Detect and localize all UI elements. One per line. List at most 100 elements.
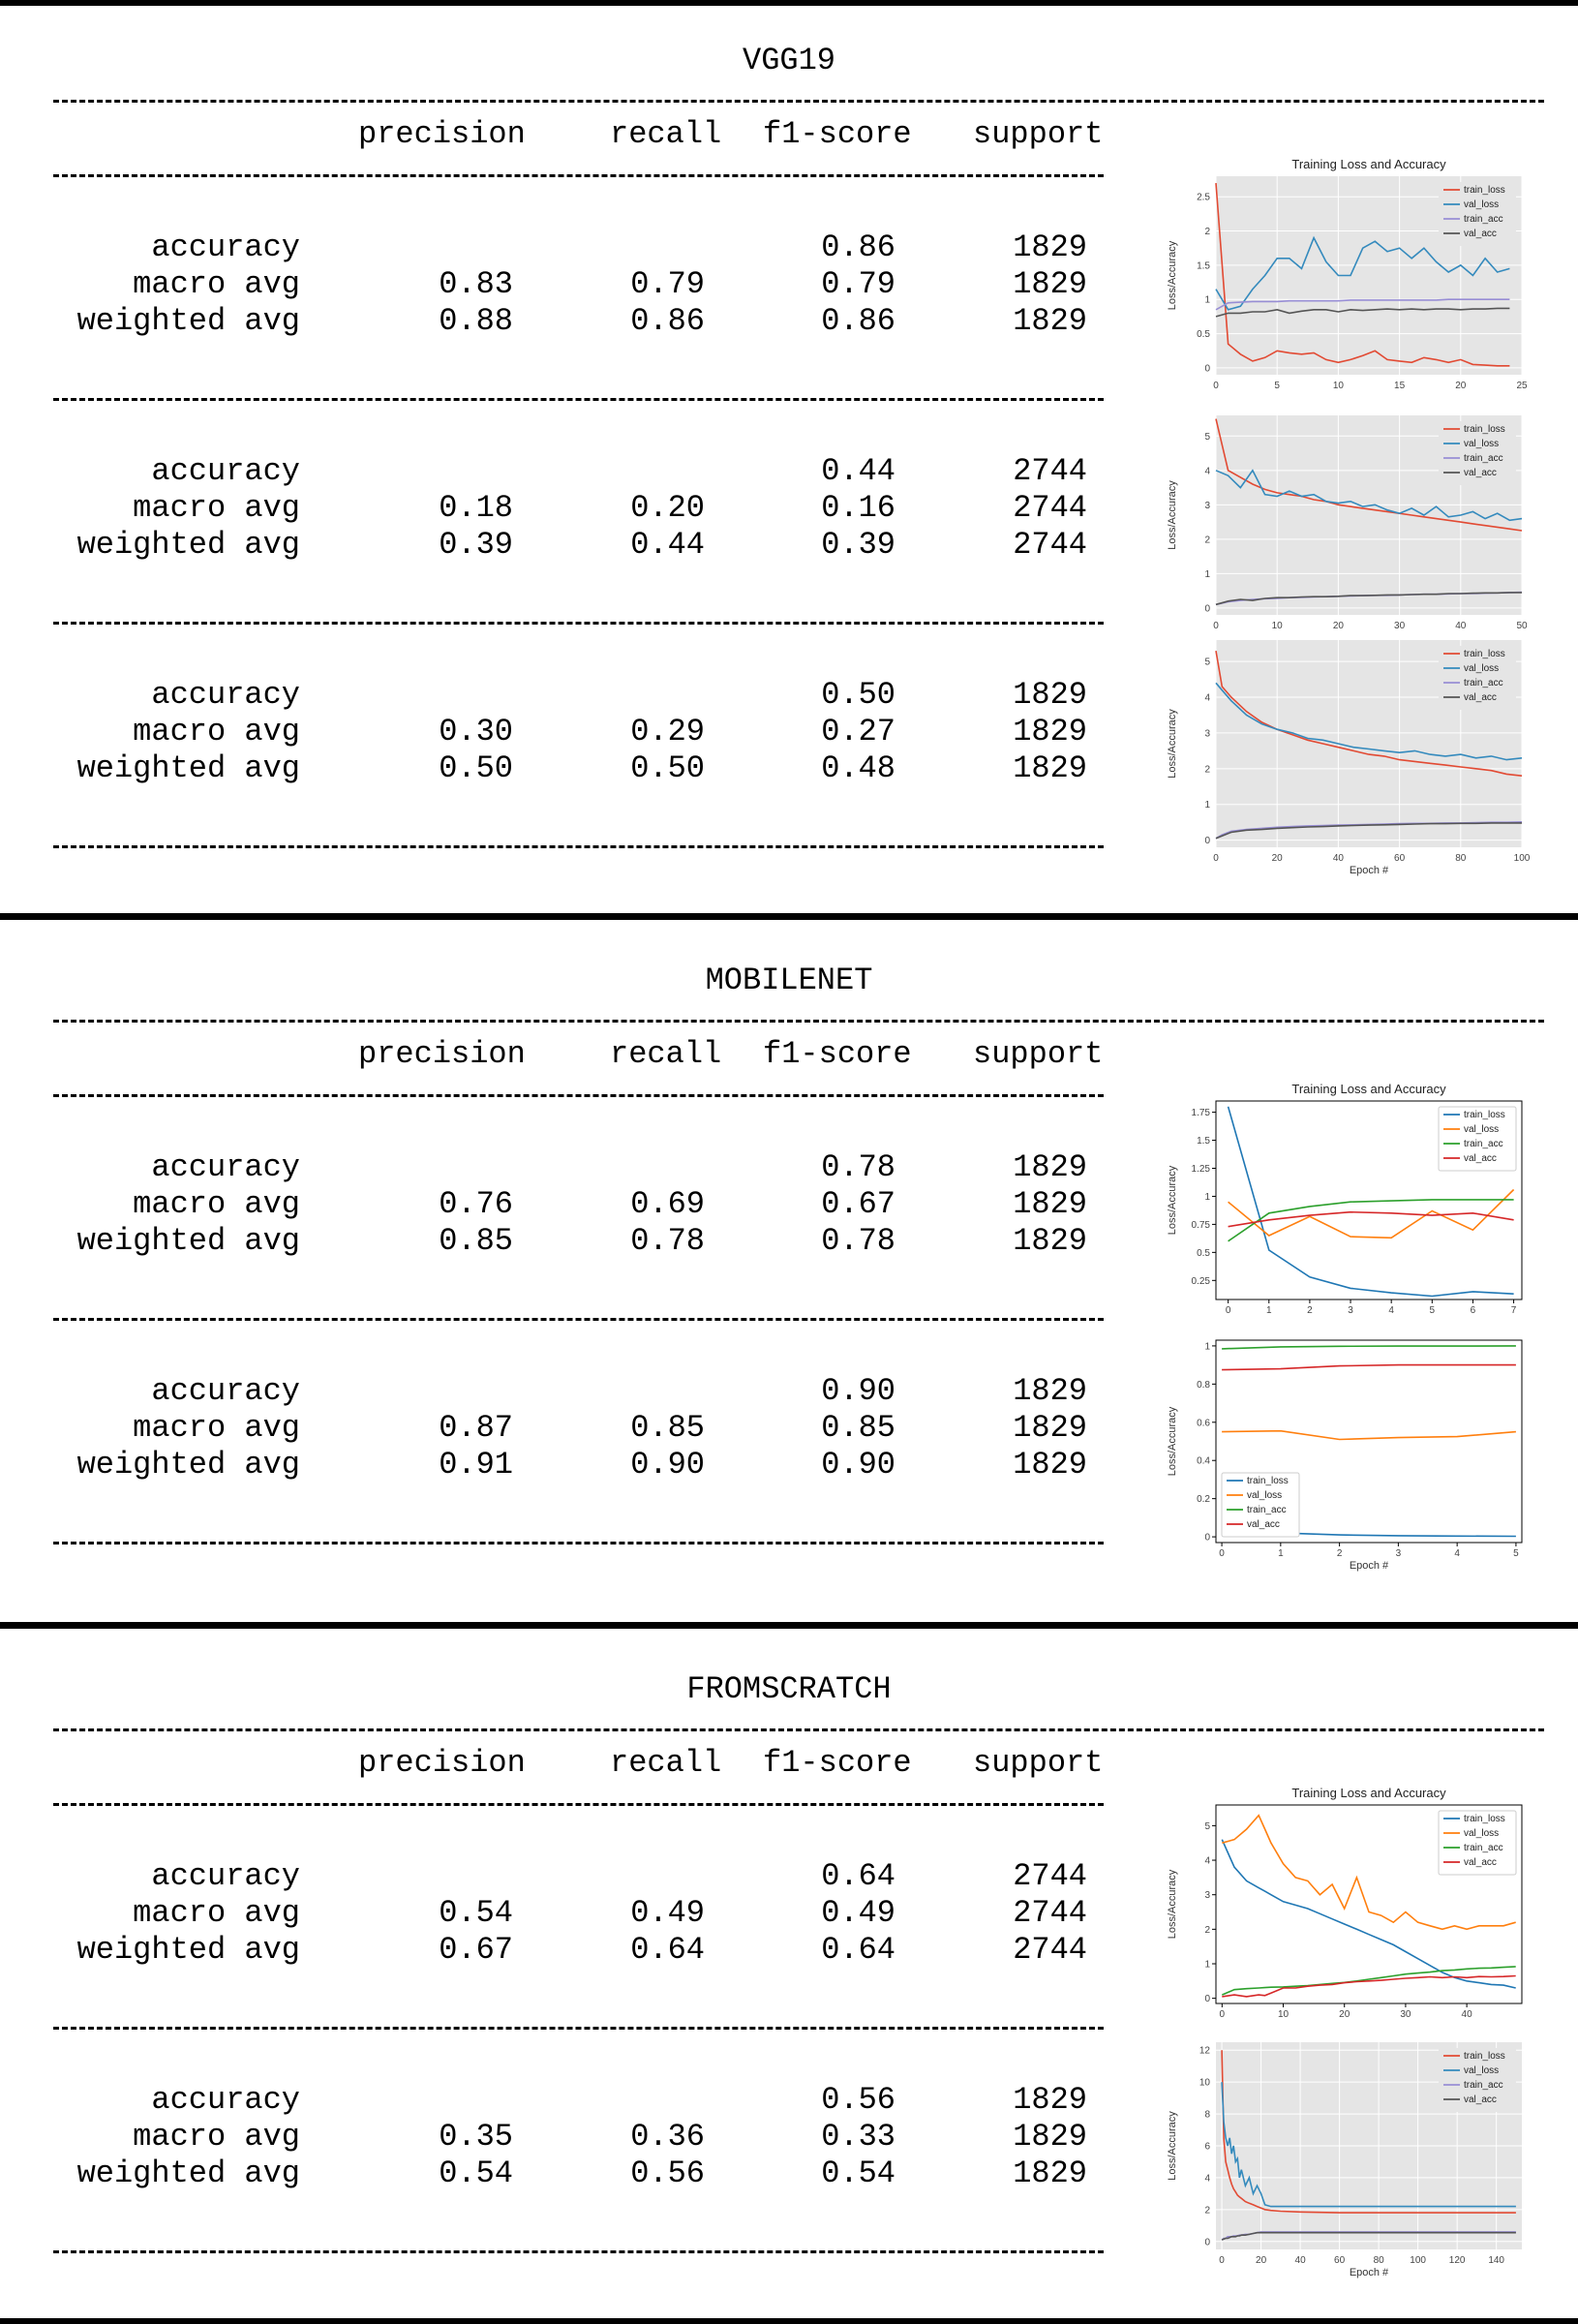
training-chart: 0 1 2 3 4 5 0 0.2 0.4 0.6 0.8 1 Loss/Accuracy Epoch #… xyxy=(1167,1339,1523,1572)
cell-f1: 0.85 xyxy=(821,1410,895,1446)
legend-box xyxy=(1221,1472,1300,1538)
y-tick-label: 1.5 xyxy=(1197,260,1210,271)
row-label: accuracy xyxy=(151,677,300,713)
cell-f1: 0.79 xyxy=(821,266,895,302)
cell-recall: 0.49 xyxy=(630,1895,705,1931)
cell-support: 2744 xyxy=(1013,453,1087,489)
series-val_loss xyxy=(1215,469,1523,522)
y-tick-label: 0.5 xyxy=(1197,1248,1210,1259)
dashed-rule xyxy=(53,100,1544,103)
training-chart: Training Loss and Accuracy 0 5 10 15 20 25 0 0.5… xyxy=(1167,157,1528,391)
x-tick-label: 140 xyxy=(1488,2255,1504,2266)
x-tick-label: 2 xyxy=(1337,1548,1343,1559)
cell-recall: 0.85 xyxy=(630,1410,705,1446)
series-train_loss xyxy=(1227,1106,1514,1298)
x-tick-label: 40 xyxy=(1462,2009,1473,2020)
cell-f1: 0.78 xyxy=(821,1223,895,1259)
y-tick-label: 6 xyxy=(1204,2142,1210,2153)
bottom-border xyxy=(0,2318,1578,2324)
legend-label: val_loss xyxy=(1247,1490,1282,1501)
cell-support: 1829 xyxy=(1013,1223,1087,1259)
chart-title: Training Loss and Accuracy xyxy=(1291,157,1446,171)
y-axis-label: Loss/Accuracy xyxy=(1167,1165,1178,1235)
x-tick-label: 0 xyxy=(1219,1548,1225,1559)
row-label: macro avg xyxy=(133,1410,300,1446)
cell-precision: 0.18 xyxy=(439,490,513,526)
legend-label: train_loss xyxy=(1464,649,1505,659)
cell-support: 1829 xyxy=(1013,677,1087,713)
y-tick-label: 1.25 xyxy=(1192,1164,1211,1175)
top-border xyxy=(0,0,1578,6)
series-train_loss xyxy=(1215,183,1510,367)
cell-recall: 0.86 xyxy=(630,303,705,339)
x-tick-label: 60 xyxy=(1394,853,1406,864)
x-tick-label: 10 xyxy=(1278,2009,1290,2020)
legend-label: val_loss xyxy=(1464,2065,1499,2076)
y-tick-label: 0 xyxy=(1204,1533,1210,1544)
cell-support: 2744 xyxy=(1013,527,1087,563)
y-tick-label: 2 xyxy=(1204,764,1210,775)
x-tick-label: 0 xyxy=(1226,1305,1231,1316)
legend-label: val_loss xyxy=(1464,1124,1499,1135)
cell-f1: 0.86 xyxy=(821,303,895,339)
x-tick-label: 100 xyxy=(1514,853,1530,864)
dashed-rule xyxy=(53,622,1104,625)
series-train_acc xyxy=(1222,1345,1516,1350)
legend-box xyxy=(1439,646,1516,710)
training-chart: Training Loss and Accuracy 0 1 2 3 4 5 6 7 0.25 0.… xyxy=(1167,1082,1523,1316)
legend-label: train_acc xyxy=(1464,2080,1503,2091)
row-label: macro avg xyxy=(133,2119,300,2155)
cell-f1: 0.64 xyxy=(821,1932,895,1968)
x-tick-label: 60 xyxy=(1334,2255,1346,2266)
row-label: accuracy xyxy=(151,2082,300,2118)
row-label: weighted avg xyxy=(76,303,300,339)
legend-label: val_loss xyxy=(1464,1828,1499,1839)
y-tick-label: 2 xyxy=(1204,1925,1210,1936)
row-label: weighted avg xyxy=(76,1223,300,1259)
cell-support: 1829 xyxy=(1013,1410,1087,1446)
x-tick-label: 40 xyxy=(1295,2255,1307,2266)
y-tick-label: 0.4 xyxy=(1197,1456,1210,1467)
chart-title: Training Loss and Accuracy xyxy=(1291,1082,1446,1096)
section-title: VGG19 xyxy=(742,43,835,78)
legend-label: val_acc xyxy=(1464,229,1497,239)
y-tick-label: 1 xyxy=(1204,1341,1210,1352)
x-tick-label: 10 xyxy=(1333,381,1345,391)
series-train_loss xyxy=(1215,650,1523,777)
y-tick-label: 3 xyxy=(1204,1890,1210,1901)
cell-f1: 0.33 xyxy=(821,2119,895,2155)
cell-recall: 0.69 xyxy=(630,1186,705,1222)
series-val_loss xyxy=(1215,235,1510,311)
x-tick-label: 30 xyxy=(1394,621,1406,631)
y-axis-label: Loss/Accuracy xyxy=(1167,2111,1178,2181)
y-tick-label: 3 xyxy=(1204,728,1210,739)
x-tick-label: 4 xyxy=(1388,1305,1394,1316)
x-tick-label: 1 xyxy=(1266,1305,1272,1316)
y-tick-label: 0 xyxy=(1204,1994,1210,2004)
series-train_acc xyxy=(1215,298,1510,311)
legend-box xyxy=(1439,182,1516,246)
dashed-rule xyxy=(53,398,1104,401)
y-tick-label: 0.75 xyxy=(1192,1220,1211,1231)
dashed-rule xyxy=(53,1803,1104,1806)
cell-precision: 0.54 xyxy=(439,1895,513,1931)
dashed-rule xyxy=(53,1542,1104,1544)
x-tick-label: 25 xyxy=(1516,381,1528,391)
cell-support: 1829 xyxy=(1013,266,1087,302)
cell-f1: 0.50 xyxy=(821,677,895,713)
legend-box xyxy=(1439,2048,1516,2112)
y-tick-label: 1 xyxy=(1204,800,1210,810)
x-tick-label: 0 xyxy=(1220,2009,1226,2020)
x-tick-label: 40 xyxy=(1333,853,1345,864)
y-tick-label: 1.75 xyxy=(1192,1108,1211,1118)
y-tick-label: 1 xyxy=(1204,295,1210,306)
training-chart: 0 20 40 60 80 100 0 1 2 3 4 5 Loss/Accuracy Epoch # tr… xyxy=(1167,640,1530,876)
row-label: accuracy xyxy=(151,1858,300,1894)
legend-label: train_loss xyxy=(1464,1814,1505,1824)
section-divider xyxy=(0,913,1578,920)
cell-support: 1829 xyxy=(1013,750,1087,786)
cell-support: 1829 xyxy=(1013,303,1087,339)
legend-label: train_loss xyxy=(1464,424,1505,435)
series-val_acc xyxy=(1221,2231,1516,2241)
legend-label: train_acc xyxy=(1464,1139,1503,1149)
